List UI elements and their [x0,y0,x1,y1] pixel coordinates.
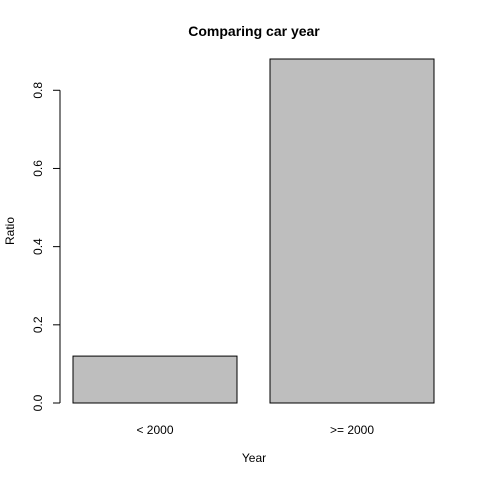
bars-layer [72,58,435,404]
y-axis-label: Ratio [3,217,17,245]
y-tick-label-1: 0.0 [31,394,45,411]
y-tick-label-5: 0.8 [31,82,45,99]
x-tick-label-1: < 2000 [136,423,173,437]
chart-title: Comparing car year [188,23,320,39]
bar-2 [269,58,435,404]
y-tick-label-4: 0.6 [31,160,45,177]
x-tick-label-2: >= 2000 [330,423,374,437]
x-axis-tick-labels: < 2000 >= 2000 [136,423,374,437]
y-axis: 0.0 0.2 0.4 0.6 0.8 [31,82,61,411]
bar-1 [72,355,238,404]
y-tick-label-3: 0.4 [31,238,45,255]
x-axis-label: Year [242,451,266,465]
y-tick-label-2: 0.2 [31,316,45,333]
